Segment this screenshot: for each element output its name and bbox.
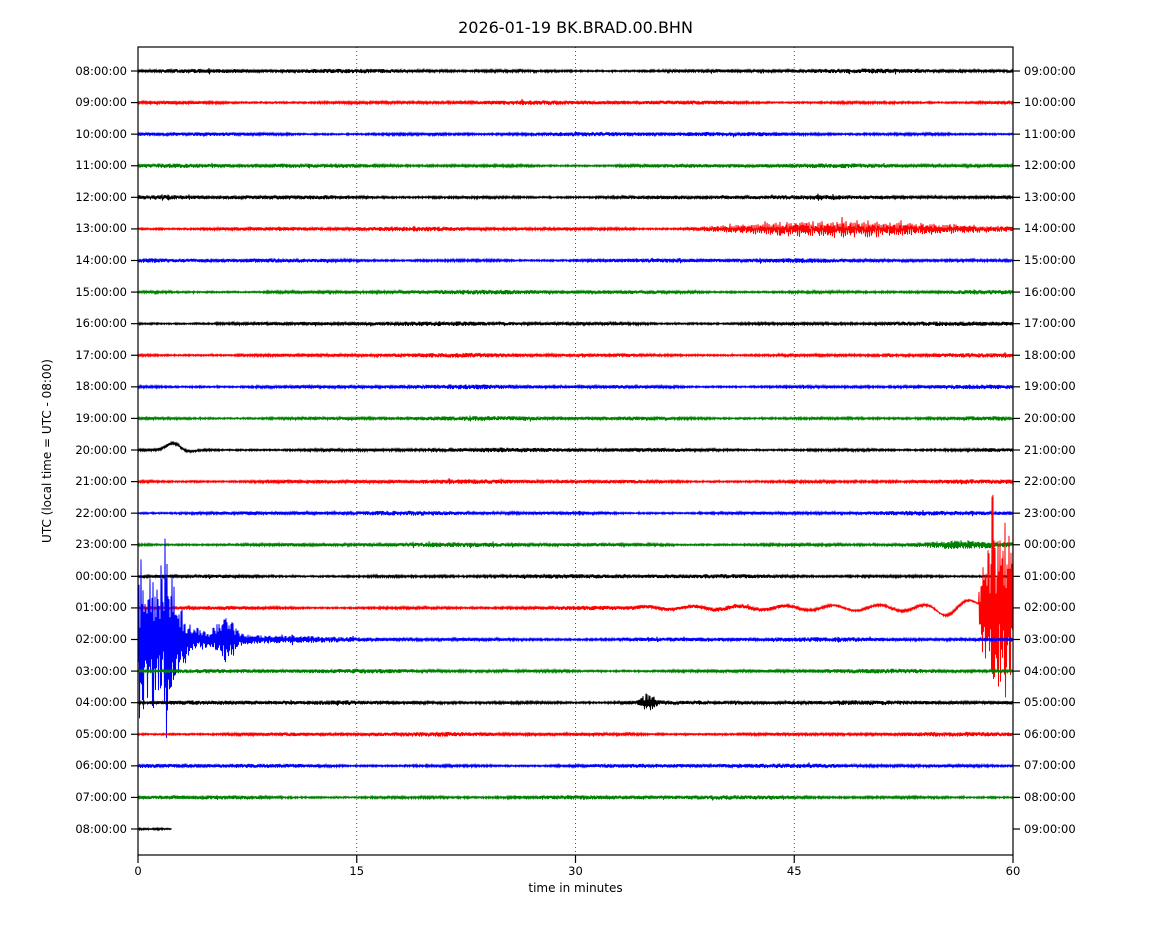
utc-time-label: 18:00:00: [75, 379, 127, 394]
utc-time-label: 22:00:00: [75, 505, 127, 520]
utc-time-label: 13:00:00: [75, 221, 127, 236]
utc-time-label: 14:00:00: [75, 253, 127, 267]
utc-time-label: 17:00:00: [75, 347, 127, 362]
chart-title: 2026-01-19 BK.BRAD.00.BHN: [458, 18, 693, 37]
end-time-label: 09:00:00: [1024, 821, 1076, 836]
end-time-label: 17:00:00: [1024, 316, 1076, 331]
seismic-trace-090000: [138, 98, 1013, 106]
x-tick-label: 0: [134, 864, 142, 878]
seismic-trace-130000: [138, 216, 1013, 238]
seismic-trace-080000: [138, 826, 172, 832]
seismic-trace-150000: [138, 288, 1013, 296]
seismic-trace-210000: [138, 478, 1013, 485]
utc-time-label: 23:00:00: [75, 537, 127, 552]
seismic-trace-010000: [138, 494, 1013, 698]
utc-time-label: 11:00:00: [75, 158, 127, 173]
seismic-trace-190000: [138, 415, 1013, 422]
x-tick-label: 60: [1005, 864, 1021, 878]
utc-time-label: 04:00:00: [75, 695, 127, 710]
end-time-label: 20:00:00: [1024, 410, 1076, 425]
end-time-label: 11:00:00: [1024, 126, 1076, 141]
end-time-label: 22:00:00: [1024, 474, 1076, 489]
utc-time-label: 20:00:00: [75, 442, 127, 457]
seismic-trace-030000: [138, 667, 1013, 675]
seismic-trace-070000: [138, 794, 1013, 801]
utc-time-label: 08:00:00: [75, 63, 127, 78]
utc-time-label: 06:00:00: [75, 758, 127, 773]
end-time-label: 08:00:00: [1024, 789, 1076, 804]
end-time-label: 04:00:00: [1024, 663, 1076, 678]
seismic-trace-120000: [138, 193, 1013, 201]
end-time-label: 15:00:00: [1024, 253, 1076, 267]
utc-time-label: 16:00:00: [75, 316, 127, 331]
utc-time-label: 09:00:00: [75, 95, 127, 110]
end-time-label: 12:00:00: [1024, 158, 1076, 173]
seismic-trace-180000: [138, 383, 1013, 391]
end-time-label: 16:00:00: [1024, 284, 1076, 299]
end-time-label: 21:00:00: [1024, 442, 1076, 457]
x-tick-label: 30: [568, 864, 583, 878]
utc-time-label: 10:00:00: [75, 126, 127, 141]
seismic-trace-080000: [138, 67, 1013, 75]
end-time-label: 06:00:00: [1024, 726, 1076, 741]
x-tick-label: 15: [349, 864, 365, 878]
x-axis-label: time in minutes: [528, 881, 623, 895]
seismic-trace-050000: [138, 731, 1013, 738]
utc-time-label: 19:00:00: [75, 410, 127, 425]
end-time-label: 00:00:00: [1024, 537, 1076, 552]
utc-time-label: 08:00:00: [75, 821, 127, 836]
utc-time-label: 00:00:00: [75, 568, 127, 583]
utc-time-label: 01:00:00: [75, 600, 127, 615]
seismic-trace-140000: [138, 257, 1013, 264]
seismic-trace-040000: [138, 693, 1013, 711]
seismic-trace-220000: [138, 509, 1013, 517]
utc-time-label: 02:00:00: [75, 632, 127, 646]
seismic-trace-020000: [138, 538, 1013, 738]
end-time-label: 13:00:00: [1024, 189, 1076, 204]
seismic-trace-060000: [138, 762, 1013, 770]
trace-group: [138, 67, 1013, 832]
seismic-trace-160000: [138, 320, 1013, 328]
x-tick-label: 45: [786, 864, 802, 878]
end-time-label: 07:00:00: [1024, 758, 1076, 773]
end-time-label: 10:00:00: [1024, 95, 1076, 110]
utc-time-label: 03:00:00: [75, 663, 127, 678]
end-time-label: 05:00:00: [1024, 695, 1076, 710]
utc-time-label: 07:00:00: [75, 789, 127, 804]
end-time-label: 03:00:00: [1024, 632, 1076, 646]
end-time-label: 14:00:00: [1024, 221, 1076, 236]
utc-time-label: 12:00:00: [75, 189, 127, 204]
end-time-label: 18:00:00: [1024, 347, 1076, 362]
seismic-trace-200000: [138, 440, 1013, 454]
utc-time-label: 21:00:00: [75, 474, 127, 489]
end-time-label: 01:00:00: [1024, 568, 1076, 583]
seismic-trace-000000: [138, 573, 1013, 580]
seismic-trace-100000: [138, 130, 1013, 138]
utc-time-label: 15:00:00: [75, 284, 127, 299]
end-time-label: 19:00:00: [1024, 379, 1076, 394]
seismic-trace-110000: [138, 162, 1013, 170]
end-time-label: 23:00:00: [1024, 505, 1076, 520]
seismic-trace-170000: [138, 351, 1013, 359]
utc-time-label: 05:00:00: [75, 726, 127, 741]
end-time-label: 09:00:00: [1024, 63, 1076, 78]
end-time-label: 02:00:00: [1024, 600, 1076, 615]
seismic-trace-230000: [138, 540, 1013, 549]
